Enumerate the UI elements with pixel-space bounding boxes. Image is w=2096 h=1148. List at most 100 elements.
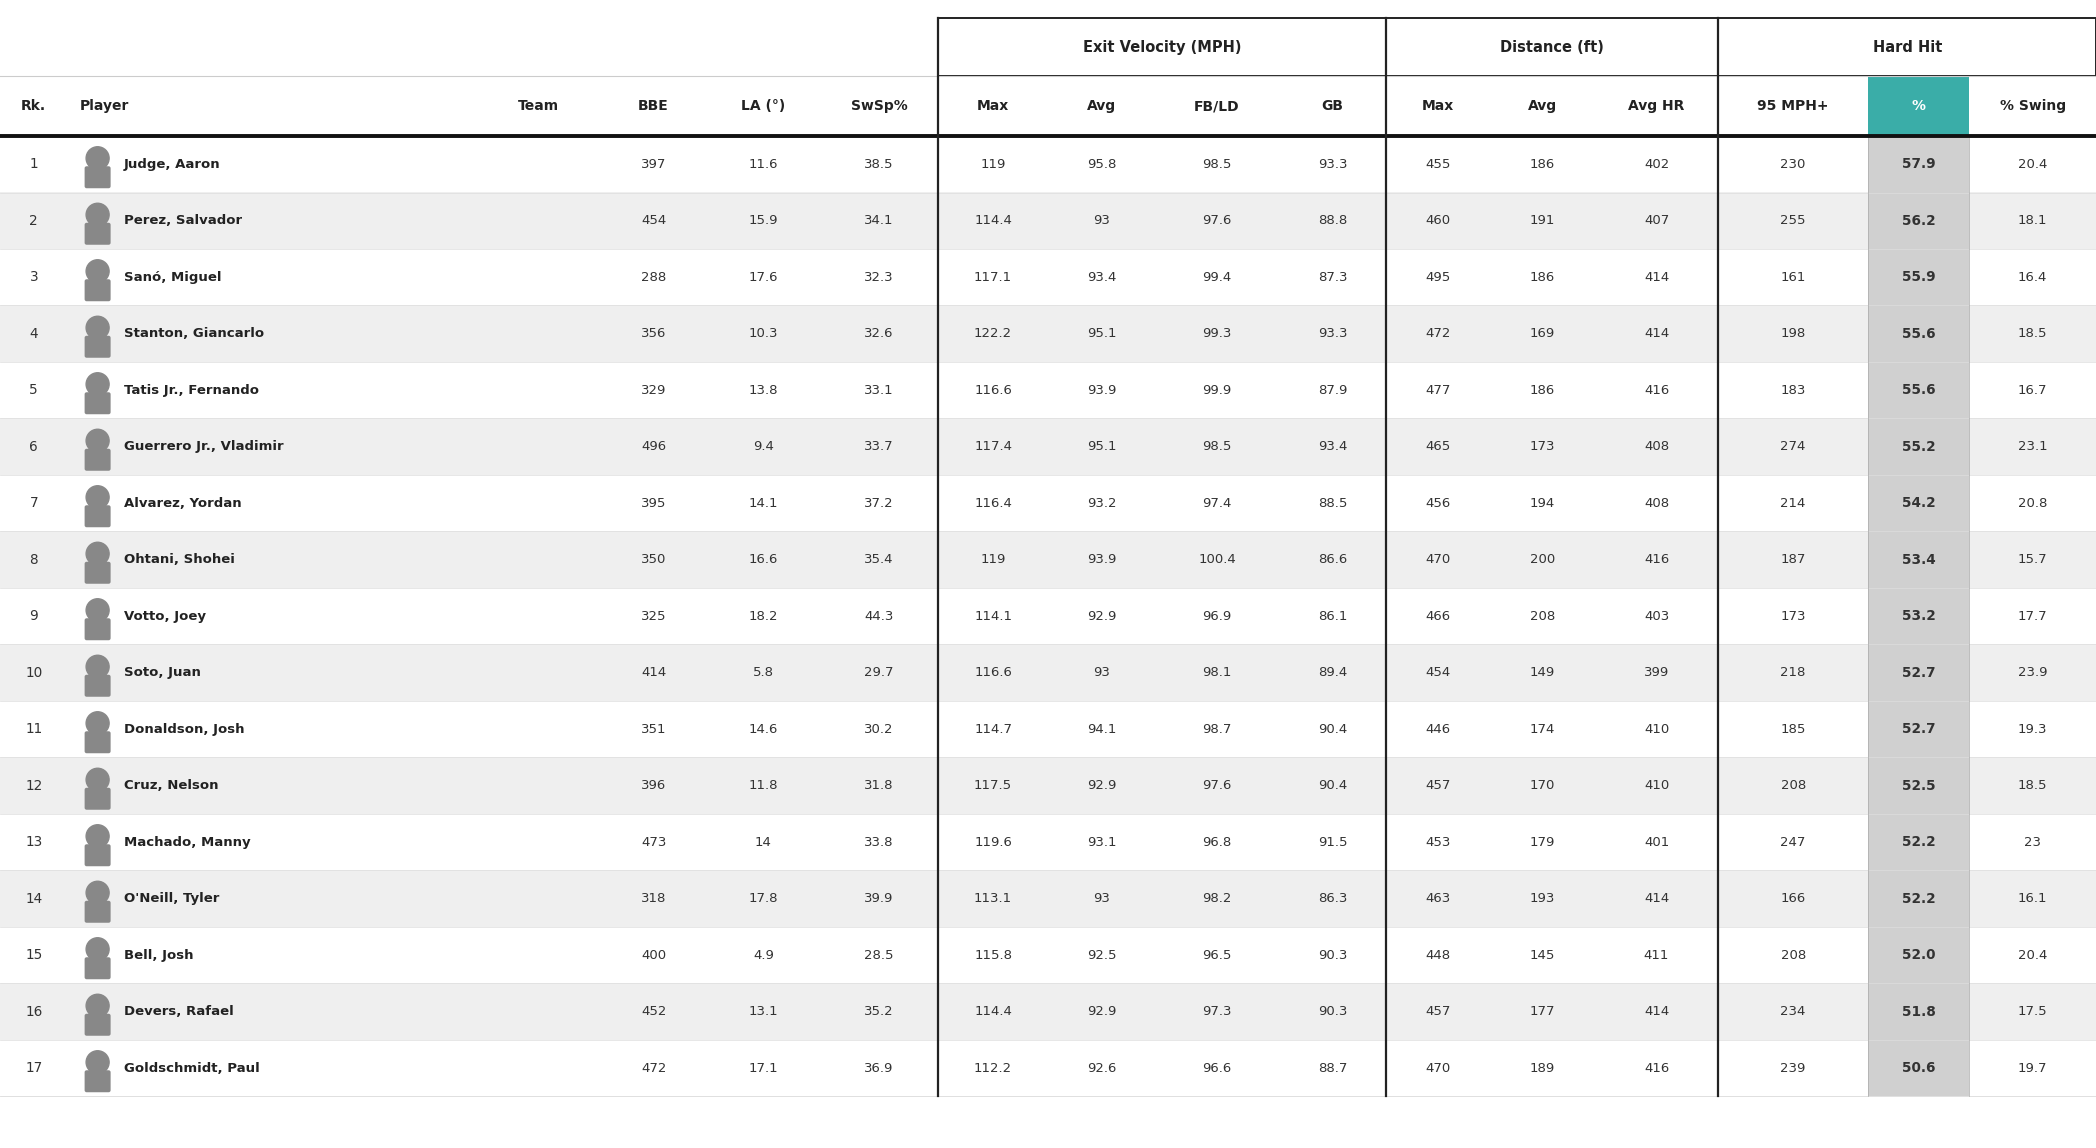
Text: 5: 5 (29, 383, 38, 397)
Text: 407: 407 (1643, 215, 1668, 227)
Text: 17.7: 17.7 (2018, 610, 2048, 622)
Text: Ohtani, Shohei: Ohtani, Shohei (124, 553, 235, 566)
Text: 56.2: 56.2 (1901, 214, 1935, 227)
Text: 14.1: 14.1 (748, 497, 778, 510)
Text: 98.5: 98.5 (1203, 157, 1232, 171)
Bar (0, 18, 2096, 76)
Text: 473: 473 (641, 836, 667, 848)
Bar (1868, 305, 1970, 362)
Text: 17.8: 17.8 (748, 892, 778, 906)
Bar (1719, 18, 2096, 76)
Text: 96.8: 96.8 (1203, 836, 1232, 848)
Text: 52.5: 52.5 (1901, 778, 1935, 793)
Text: 410: 410 (1643, 779, 1668, 792)
Text: 12: 12 (25, 778, 42, 793)
Text: Cruz, Nelson: Cruz, Nelson (124, 779, 218, 792)
Bar (0, 1040, 2096, 1096)
Text: 448: 448 (1425, 948, 1450, 962)
Circle shape (86, 768, 109, 791)
Text: 416: 416 (1643, 383, 1668, 397)
Text: 36.9: 36.9 (864, 1062, 893, 1075)
Text: 93.4: 93.4 (1318, 440, 1348, 453)
Text: 86.1: 86.1 (1318, 610, 1348, 622)
Text: 93.4: 93.4 (1088, 271, 1117, 284)
Circle shape (86, 824, 109, 847)
FancyBboxPatch shape (84, 561, 111, 583)
Text: 7: 7 (29, 496, 38, 510)
FancyBboxPatch shape (84, 788, 111, 809)
Text: 200: 200 (1530, 553, 1555, 566)
Bar (0, 644, 2096, 701)
Text: 117.1: 117.1 (975, 271, 1012, 284)
Bar (1868, 814, 1970, 870)
Text: Machado, Manny: Machado, Manny (124, 836, 249, 848)
Bar (1868, 532, 1970, 588)
Text: Guerrero Jr., Vladimir: Guerrero Jr., Vladimir (124, 440, 283, 453)
Text: 161: 161 (1780, 271, 1807, 284)
Circle shape (86, 938, 109, 961)
Text: 10.3: 10.3 (748, 327, 778, 340)
Text: 119: 119 (981, 553, 1006, 566)
Text: 495: 495 (1425, 271, 1450, 284)
Text: 325: 325 (641, 610, 667, 622)
Bar (0, 926, 2096, 984)
Text: 93: 93 (1094, 666, 1111, 680)
Text: BBE: BBE (637, 99, 669, 113)
FancyBboxPatch shape (84, 449, 111, 471)
Text: 329: 329 (641, 383, 667, 397)
Text: Votto, Joey: Votto, Joey (124, 610, 205, 622)
Text: 23.1: 23.1 (2018, 440, 2048, 453)
Bar (1868, 193, 1970, 249)
Text: 274: 274 (1780, 440, 1807, 453)
Text: 38.5: 38.5 (864, 157, 893, 171)
Text: 470: 470 (1425, 553, 1450, 566)
Text: 99.4: 99.4 (1203, 271, 1232, 284)
Bar (0, 870, 2096, 926)
Text: 55.2: 55.2 (1901, 440, 1935, 453)
Text: 114.7: 114.7 (975, 723, 1012, 736)
Text: 18.5: 18.5 (2018, 327, 2048, 340)
Text: 454: 454 (641, 215, 667, 227)
Text: Rk.: Rk. (21, 99, 46, 113)
Text: 400: 400 (641, 948, 667, 962)
Text: 33.8: 33.8 (864, 836, 893, 848)
FancyBboxPatch shape (84, 1070, 111, 1092)
Text: 86.6: 86.6 (1318, 553, 1348, 566)
Text: 96.5: 96.5 (1203, 948, 1232, 962)
Text: 93.2: 93.2 (1088, 497, 1117, 510)
Text: 234: 234 (1780, 1006, 1807, 1018)
Bar (0, 249, 2096, 305)
Text: 19.3: 19.3 (2018, 723, 2048, 736)
Text: 288: 288 (641, 271, 667, 284)
Text: 98.2: 98.2 (1203, 892, 1232, 906)
Text: 255: 255 (1780, 215, 1807, 227)
Text: Avg HR: Avg HR (1629, 99, 1685, 113)
Bar (1868, 758, 1970, 814)
Text: 185: 185 (1780, 723, 1807, 736)
Text: 11.8: 11.8 (748, 779, 778, 792)
Text: 230: 230 (1780, 157, 1807, 171)
Text: 218: 218 (1780, 666, 1807, 680)
Text: Goldschmidt, Paul: Goldschmidt, Paul (124, 1062, 260, 1075)
Text: Exit Velocity (MPH): Exit Velocity (MPH) (1084, 39, 1241, 54)
Text: 90.4: 90.4 (1318, 779, 1348, 792)
Text: 16: 16 (25, 1004, 42, 1018)
Circle shape (86, 316, 109, 340)
Text: 95.1: 95.1 (1088, 440, 1117, 453)
Text: 4.9: 4.9 (752, 948, 773, 962)
Text: 193: 193 (1530, 892, 1555, 906)
Text: Stanton, Giancarlo: Stanton, Giancarlo (124, 327, 264, 340)
Text: 13.8: 13.8 (748, 383, 778, 397)
Text: 166: 166 (1780, 892, 1807, 906)
Text: Devers, Rafael: Devers, Rafael (124, 1006, 233, 1018)
Text: 93: 93 (1094, 215, 1111, 227)
Bar (0, 362, 2096, 419)
FancyBboxPatch shape (84, 223, 111, 245)
Text: 149: 149 (1530, 666, 1555, 680)
Text: 402: 402 (1643, 157, 1668, 171)
Text: 239: 239 (1780, 1062, 1807, 1075)
Text: 117.5: 117.5 (975, 779, 1012, 792)
Text: 408: 408 (1643, 497, 1668, 510)
Text: % Swing: % Swing (2000, 99, 2067, 113)
FancyBboxPatch shape (84, 844, 111, 867)
